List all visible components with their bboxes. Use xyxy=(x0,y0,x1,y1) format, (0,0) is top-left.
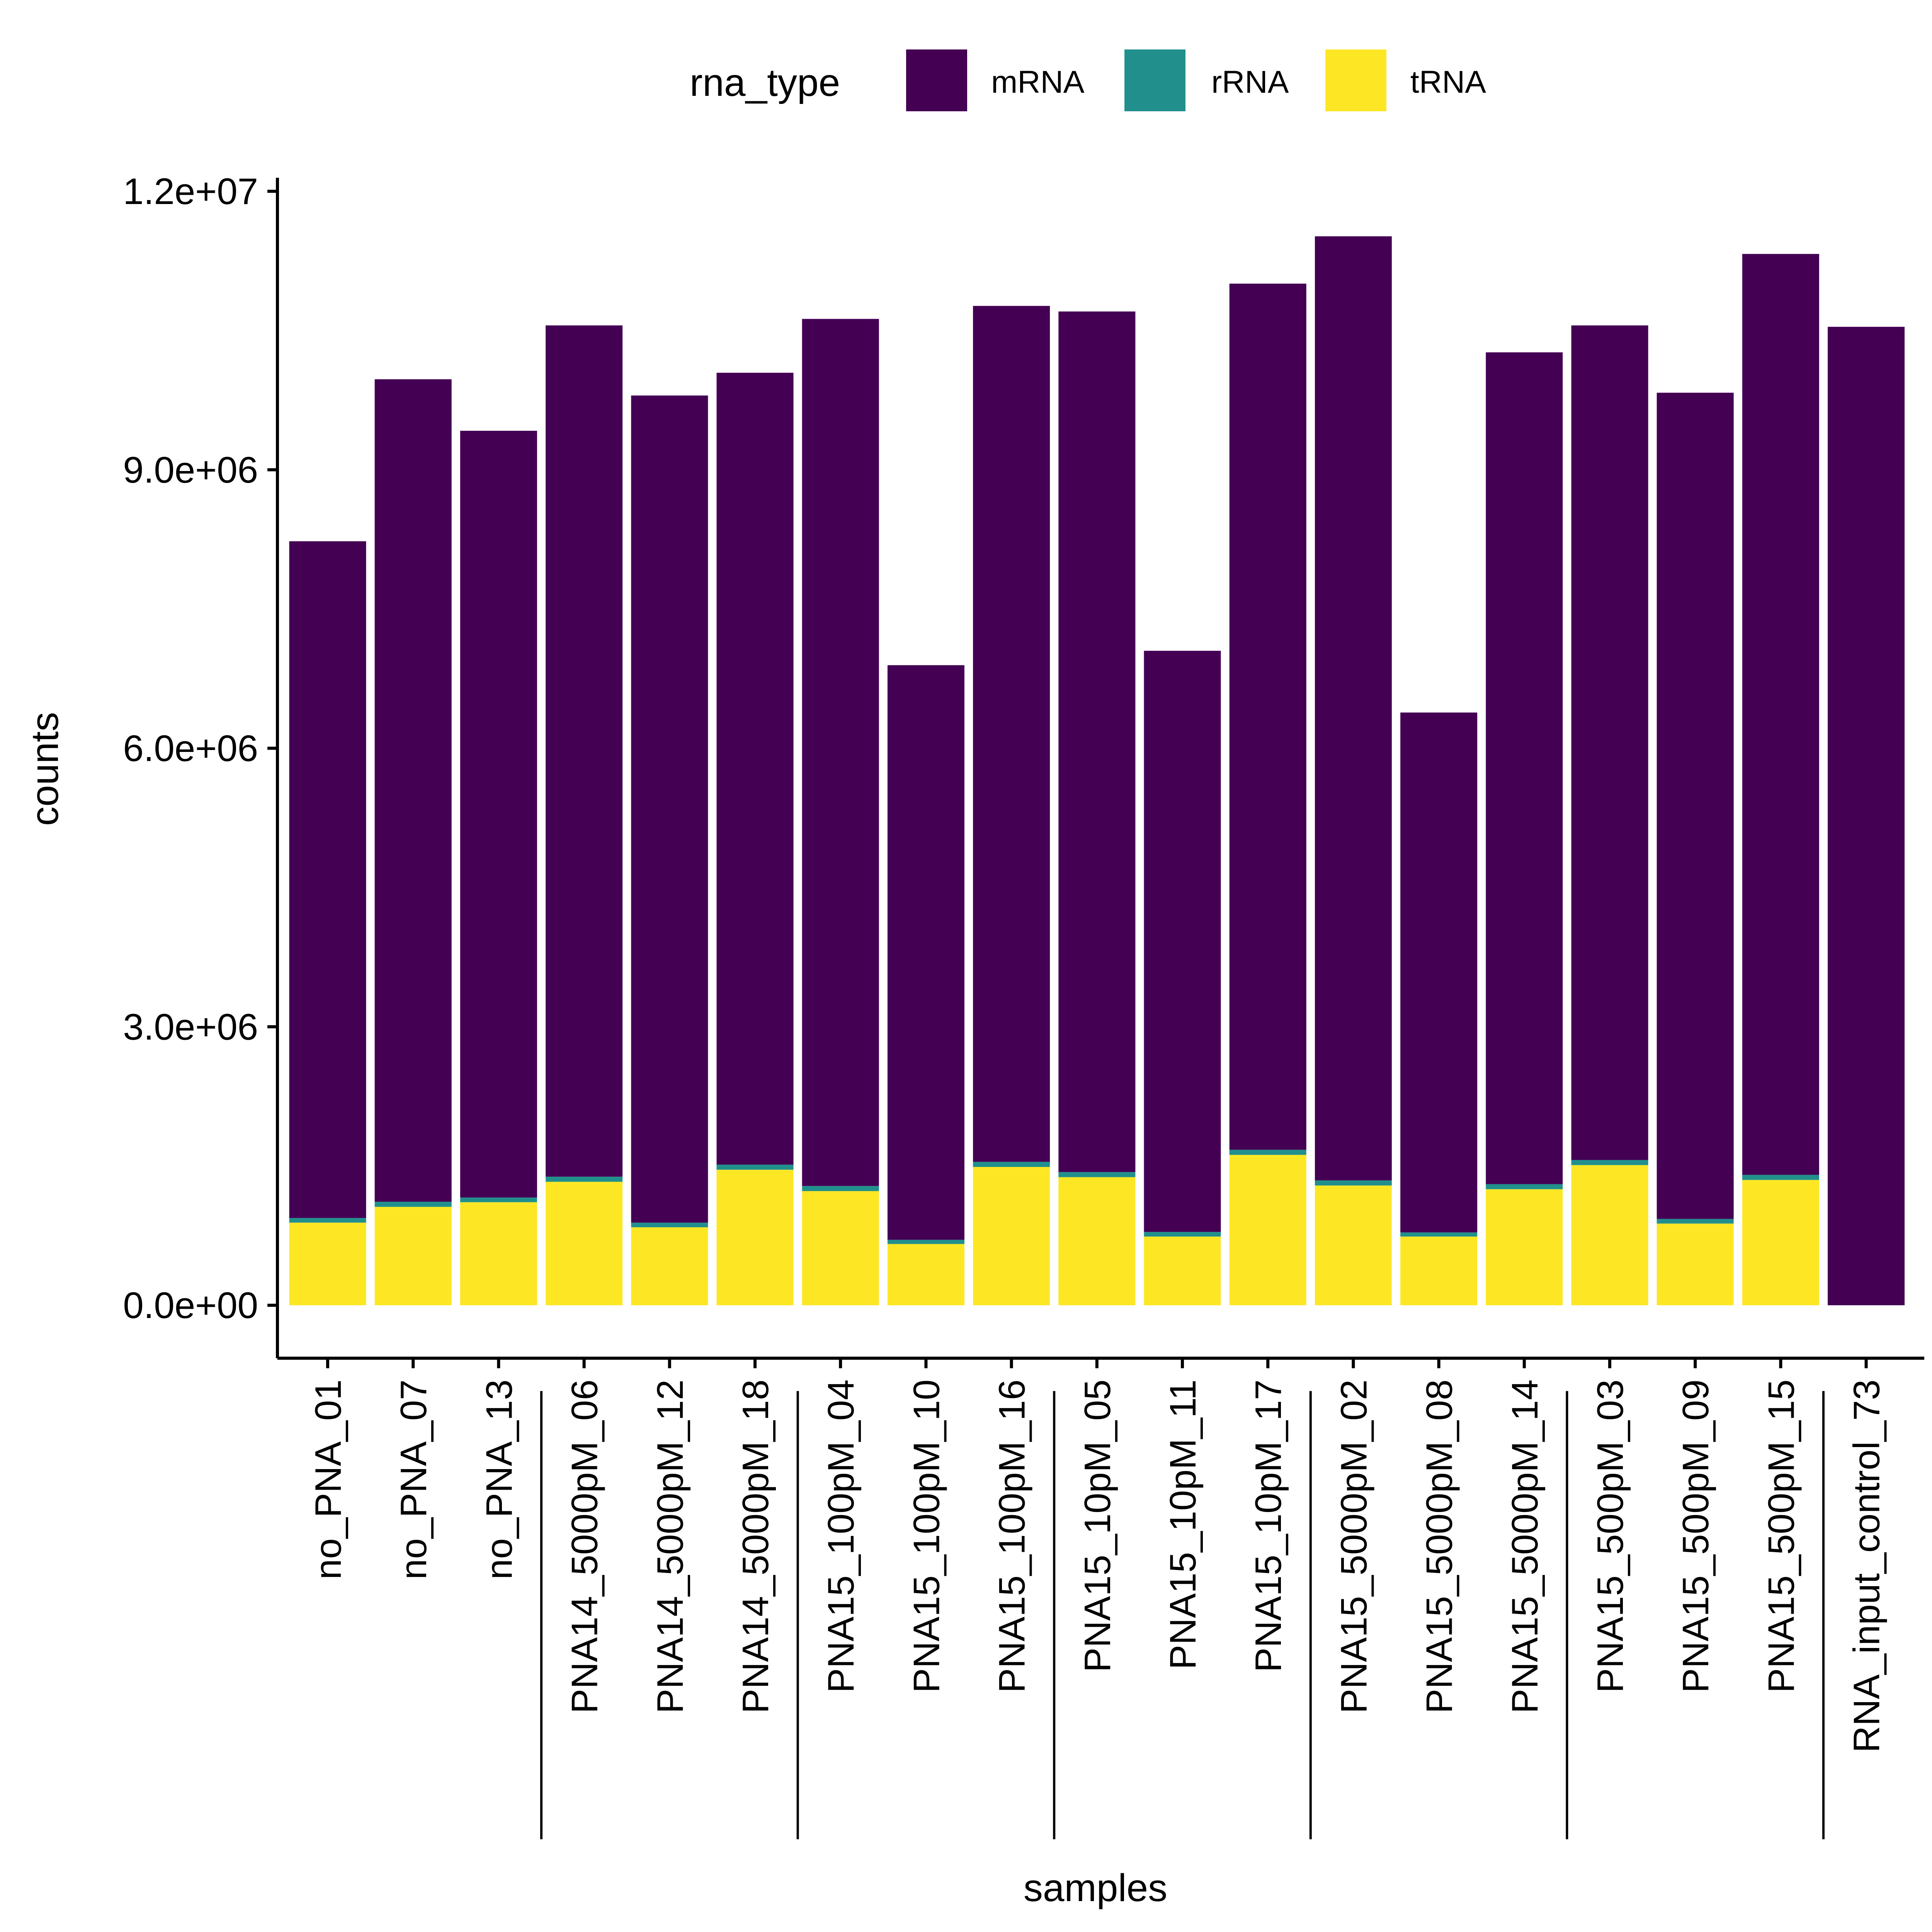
bar-trna-PNA14_5000pM_18 xyxy=(716,1170,794,1305)
bar-trna-no_PNA_01 xyxy=(289,1223,366,1305)
bars xyxy=(289,236,1905,1305)
bar-mrna-PNA15_10pM_11 xyxy=(1144,651,1221,1232)
x-tick-label: PNA15_500pM_03 xyxy=(1590,1379,1631,1693)
bar-trna-PNA15_10pM_17 xyxy=(1229,1155,1306,1305)
legend-label-trna: tRNA xyxy=(1410,65,1486,100)
bar-rrna-PNA15_100pM_04 xyxy=(802,1186,879,1191)
bar-rrna-PNA15_500pM_15 xyxy=(1742,1175,1819,1180)
y-tick-label: 9.0e+06 xyxy=(123,449,258,491)
bar-mrna-RNA_input_control_73 xyxy=(1828,327,1905,1305)
x-tick-label: PNA14_5000pM_18 xyxy=(735,1379,776,1714)
bar-trna-no_PNA_07 xyxy=(374,1207,452,1305)
bar-trna-PNA14_5000pM_12 xyxy=(631,1227,708,1305)
legend-swatch-rrna xyxy=(1124,49,1185,111)
bar-mrna-PNA15_100pM_16 xyxy=(973,306,1050,1162)
bar-mrna-PNA15_100pM_04 xyxy=(802,319,879,1186)
x-axis-title: samples xyxy=(1024,1866,1167,1910)
bar-mrna-PNA14_5000pM_12 xyxy=(631,395,708,1223)
bar-trna-no_PNA_13 xyxy=(460,1202,537,1305)
x-tick-label: PNA15_100pM_16 xyxy=(992,1379,1033,1693)
bar-mrna-PNA14_5000pM_18 xyxy=(716,372,794,1165)
bar-mrna-PNA15_5000pM_02 xyxy=(1315,236,1392,1180)
bar-trna-PNA15_500pM_15 xyxy=(1742,1180,1819,1305)
bar-rrna-PNA15_5000pM_08 xyxy=(1400,1232,1478,1237)
bar-mrna-PNA15_500pM_15 xyxy=(1742,254,1819,1175)
bar-rrna-no_PNA_07 xyxy=(374,1202,452,1207)
x-tick-label: PNA14_5000pM_06 xyxy=(564,1379,605,1714)
y-tick-label: 0.0e+00 xyxy=(123,1285,258,1326)
bar-rrna-PNA15_10pM_05 xyxy=(1058,1172,1136,1177)
bar-trna-PNA15_10pM_11 xyxy=(1144,1236,1221,1305)
bar-trna-PNA15_100pM_10 xyxy=(887,1244,964,1305)
x-tick-label: PNA15_500pM_09 xyxy=(1675,1379,1716,1693)
bar-trna-PNA15_5000pM_08 xyxy=(1400,1236,1478,1305)
bar-rrna-PNA15_100pM_16 xyxy=(973,1162,1050,1167)
bar-rrna-PNA15_100pM_10 xyxy=(887,1240,964,1244)
x-tick-label: PNA15_5000pM_02 xyxy=(1333,1379,1374,1714)
x-tick-label: PNA15_10pM_05 xyxy=(1077,1379,1118,1672)
bar-mrna-no_PNA_13 xyxy=(460,430,537,1198)
bar-rrna-PNA14_5000pM_12 xyxy=(631,1223,708,1228)
bar-mrna-PNA15_5000pM_14 xyxy=(1486,352,1563,1184)
bar-mrna-no_PNA_01 xyxy=(289,541,366,1218)
x-tick-label: PNA15_5000pM_08 xyxy=(1419,1379,1460,1714)
y-tick-label: 3.0e+06 xyxy=(123,1006,258,1048)
x-tick-label: PNA15_100pM_04 xyxy=(820,1379,862,1693)
bar-rrna-PNA15_500pM_03 xyxy=(1571,1160,1648,1165)
legend-label-rrna: rRNA xyxy=(1211,65,1289,100)
bar-rrna-PNA15_500pM_09 xyxy=(1656,1219,1734,1224)
bar-mrna-PNA15_10pM_17 xyxy=(1229,284,1306,1150)
legend-swatch-mrna xyxy=(906,49,967,111)
bar-mrna-PNA14_5000pM_06 xyxy=(546,325,623,1177)
legend-swatch-trna xyxy=(1325,49,1386,111)
bar-mrna-PNA15_500pM_03 xyxy=(1571,325,1648,1160)
bar-rrna-PNA14_5000pM_18 xyxy=(716,1165,794,1170)
bar-trna-PNA15_100pM_16 xyxy=(973,1167,1050,1305)
bar-mrna-PNA15_100pM_10 xyxy=(887,665,964,1240)
bar-rrna-PNA15_10pM_17 xyxy=(1229,1150,1306,1155)
x-tick-label: PNA15_500pM_15 xyxy=(1760,1379,1802,1693)
bar-rrna-PNA15_5000pM_14 xyxy=(1486,1184,1563,1189)
bar-rrna-no_PNA_01 xyxy=(289,1218,366,1223)
x-tick-label: no_PNA_13 xyxy=(478,1379,520,1580)
y-axis: 0.0e+00 3.0e+06 6.0e+06 9.0e+06 1.2e+07 xyxy=(123,171,279,1358)
bar-trna-PNA15_500pM_03 xyxy=(1571,1165,1648,1305)
bar-rrna-no_PNA_13 xyxy=(460,1197,537,1202)
bar-trna-PNA15_5000pM_14 xyxy=(1486,1189,1563,1305)
y-tick-label: 1.2e+07 xyxy=(123,171,258,212)
legend-title: rna_type xyxy=(690,61,840,104)
y-tick-label: 6.0e+06 xyxy=(123,728,258,769)
bar-mrna-PNA15_500pM_09 xyxy=(1656,393,1734,1219)
x-tick-label: PNA15_100pM_10 xyxy=(906,1379,947,1693)
x-axis: no_PNA_01 no_PNA_07 no_PNA_13 PNA14_5000pM_… xyxy=(277,1357,1924,1839)
bar-trna-PNA14_5000pM_06 xyxy=(546,1182,623,1305)
bar-trna-PNA15_500pM_09 xyxy=(1656,1223,1734,1305)
bar-mrna-PNA15_10pM_05 xyxy=(1058,311,1136,1172)
x-tick-label: RNA_input_control_73 xyxy=(1846,1379,1888,1753)
bar-mrna-no_PNA_07 xyxy=(374,379,452,1202)
bar-rrna-PNA15_5000pM_02 xyxy=(1315,1180,1392,1186)
bar-trna-PNA15_100pM_04 xyxy=(802,1191,879,1305)
bar-rrna-PNA14_5000pM_06 xyxy=(546,1177,623,1182)
bar-trna-PNA15_10pM_05 xyxy=(1058,1177,1136,1305)
y-axis-title: counts xyxy=(23,712,66,826)
x-tick-label: PNA14_5000pM_12 xyxy=(650,1379,691,1714)
x-tick-label: no_PNA_07 xyxy=(393,1379,434,1580)
bar-trna-PNA15_5000pM_02 xyxy=(1315,1185,1392,1305)
x-tick-label: PNA15_10pM_11 xyxy=(1162,1379,1204,1670)
x-tick-label: no_PNA_01 xyxy=(308,1379,349,1580)
legend: mRNA rRNA tRNA xyxy=(906,49,1486,111)
bar-mrna-PNA15_5000pM_08 xyxy=(1400,713,1478,1233)
legend-label-mrna: mRNA xyxy=(991,65,1085,100)
x-tick-label: PNA15_5000pM_14 xyxy=(1504,1379,1546,1714)
bar-rrna-PNA15_10pM_11 xyxy=(1144,1232,1221,1237)
x-tick-label: PNA15_10pM_17 xyxy=(1248,1379,1289,1672)
